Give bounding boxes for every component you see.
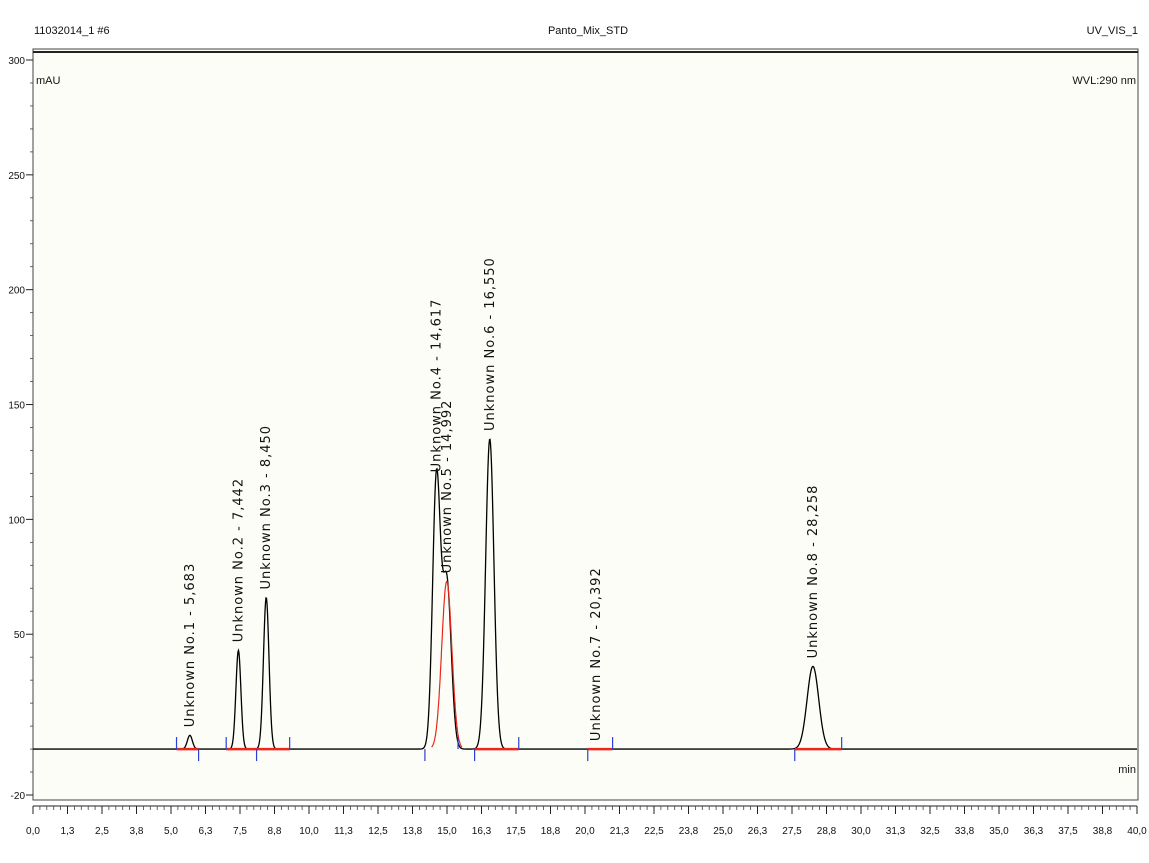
x-tick-label: 40,0 <box>1127 826 1147 837</box>
y-unit-label: mAU <box>36 75 61 87</box>
x-tick-label: 28,8 <box>817 826 837 837</box>
peak-label: Unknown No.1 - 5,683 <box>183 563 198 728</box>
peak-label: Unknown No.5 - 14,992 <box>440 400 455 574</box>
x-tick-label: 11,3 <box>334 826 353 837</box>
peak-label: Unknown No.6 - 16,550 <box>483 257 498 431</box>
x-tick-label: 35,0 <box>989 826 1009 837</box>
x-tick-label: 0,0 <box>26 826 40 837</box>
peak-label: Unknown No.2 - 7,442 <box>231 478 246 643</box>
x-tick-label: 18,8 <box>541 826 561 837</box>
x-tick-label: 27,5 <box>782 826 802 837</box>
wavelength-label: WVL:290 nm <box>1072 75 1136 87</box>
x-tick-label: 25,0 <box>713 826 733 837</box>
x-tick-label: 22,5 <box>644 826 664 837</box>
x-tick-label: 17,5 <box>506 826 526 837</box>
x-tick-label: 20,0 <box>575 826 595 837</box>
x-unit-label: min <box>1118 764 1136 776</box>
x-tick-label: 30,0 <box>851 826 871 837</box>
x-tick-label: 36,3 <box>1024 826 1044 837</box>
y-tick-label: 300 <box>8 56 25 67</box>
y-tick-label: -20 <box>11 791 26 802</box>
x-tick-label: 7,5 <box>233 826 247 837</box>
plot-frame <box>32 48 1139 801</box>
y-axis: 300 250 200 150 100 50 -20 <box>8 56 33 802</box>
x-tick-label: 10,0 <box>299 826 319 837</box>
y-tick-label: 250 <box>8 171 25 182</box>
x-tick-label: 2,5 <box>95 826 109 837</box>
x-tick-label: 6,3 <box>199 826 213 837</box>
x-tick-label: 3,8 <box>130 826 144 837</box>
peak-label: Unknown No.3 - 8,450 <box>259 425 274 590</box>
peak-label: Unknown No.8 - 28,258 <box>806 485 821 659</box>
peak-label: Unknown No.7 - 20,392 <box>589 567 604 741</box>
x-tick-label: 23,8 <box>679 826 699 837</box>
y-tick-label: 200 <box>8 286 25 297</box>
x-tick-label: 26,3 <box>748 826 768 837</box>
peak-label: Unknown No.4 - 14,617 <box>429 299 444 473</box>
x-tick-label: 8,8 <box>268 826 282 837</box>
plot-layer: Unknown No.1 - 5,683 Unknown No.2 - 7,442… <box>33 257 1137 762</box>
x-tick-label: 38,8 <box>1093 826 1113 837</box>
x-tick-label: 33,8 <box>955 826 975 837</box>
x-axis: 0,0 1,3 2,5 3,8 5,0 6,3 7,5 8,8 10,0 11,3 12,5 13,8… <box>26 805 1147 837</box>
x-tick-label: 37,5 <box>1058 826 1078 837</box>
header-sample-id: 11032014_1 #6 <box>34 25 110 37</box>
x-tick-label: 21,3 <box>610 826 630 837</box>
x-tick-label: 12,5 <box>368 826 388 837</box>
header-method: Panto_Mix_STD <box>548 25 628 37</box>
y-tick-label: 150 <box>8 401 25 412</box>
y-tick-label: 50 <box>14 630 26 641</box>
x-tick-label: 31,3 <box>886 826 906 837</box>
y-tick-label: 100 <box>8 515 25 526</box>
x-tick-label: 5,0 <box>164 826 178 837</box>
peak-5-fit-curve <box>431 580 463 748</box>
x-tick-label: 1,3 <box>61 826 75 837</box>
x-tick-label: 13,8 <box>403 826 423 837</box>
x-tick-label: 32,5 <box>920 826 940 837</box>
header-channel: UV_VIS_1 <box>1087 25 1138 37</box>
x-tick-label: 16,3 <box>472 826 492 837</box>
chromatogram-trace <box>33 438 1137 750</box>
x-tick-label: 15,0 <box>437 826 457 837</box>
